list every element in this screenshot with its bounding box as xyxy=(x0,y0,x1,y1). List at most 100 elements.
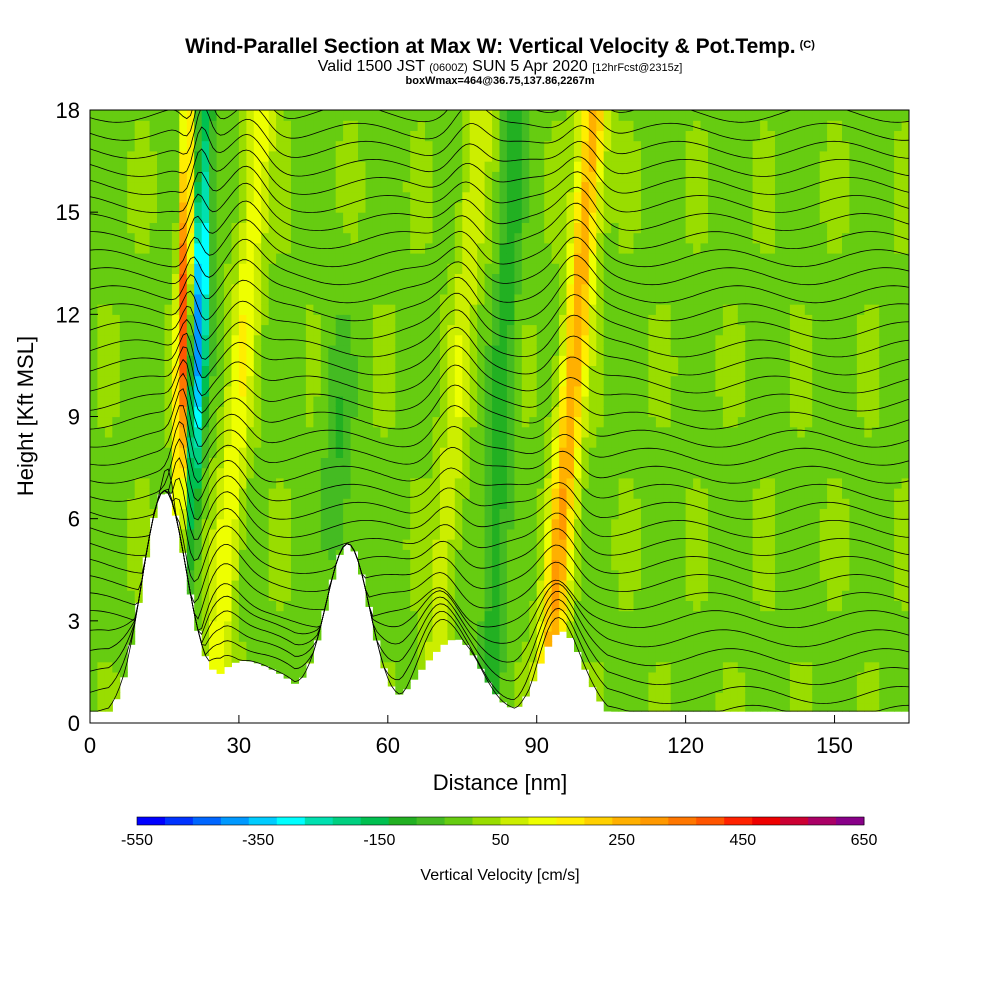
w-cell xyxy=(238,600,247,612)
w-cell xyxy=(142,191,151,203)
w-cell xyxy=(112,396,121,407)
w-cell xyxy=(410,232,419,244)
w-cell xyxy=(201,488,210,499)
w-cell xyxy=(402,150,411,162)
w-cell xyxy=(276,396,285,407)
w-cell xyxy=(611,600,620,612)
w-cell xyxy=(700,365,709,377)
w-cell xyxy=(499,273,508,285)
w-cell xyxy=(112,334,121,346)
w-cell xyxy=(581,314,590,326)
w-cell xyxy=(380,457,389,469)
w-cell xyxy=(678,559,687,571)
w-cell xyxy=(97,580,106,591)
w-cell xyxy=(648,447,657,458)
w-cell xyxy=(261,345,270,356)
w-cell xyxy=(104,467,113,479)
w-cell xyxy=(477,181,486,193)
w-cell xyxy=(492,498,501,509)
w-cell xyxy=(693,314,702,326)
w-cell xyxy=(454,201,463,213)
w-cell xyxy=(566,130,575,142)
w-cell xyxy=(633,375,642,387)
w-cell xyxy=(104,549,113,561)
w-cell xyxy=(268,508,277,520)
w-cell xyxy=(283,539,292,550)
w-cell xyxy=(700,253,709,264)
w-cell xyxy=(745,539,754,550)
w-cell xyxy=(119,181,128,193)
w-cell xyxy=(633,426,642,438)
w-cell xyxy=(402,375,411,387)
w-cell xyxy=(663,130,672,142)
w-cell xyxy=(536,549,545,561)
w-cell xyxy=(283,600,292,612)
w-cell xyxy=(648,528,657,540)
w-cell xyxy=(201,518,210,530)
w-cell xyxy=(171,130,180,142)
w-cell xyxy=(447,436,456,448)
w-cell xyxy=(432,631,441,642)
w-cell xyxy=(343,436,352,448)
w-cell xyxy=(596,569,605,581)
w-cell xyxy=(626,345,635,356)
w-cell xyxy=(574,324,582,336)
w-cell xyxy=(521,682,530,693)
w-cell xyxy=(641,212,649,223)
w-cell xyxy=(626,488,635,499)
w-cell xyxy=(499,488,508,499)
w-cell xyxy=(767,477,776,489)
w-cell xyxy=(708,150,716,162)
w-cell xyxy=(566,242,575,254)
w-cell xyxy=(596,201,605,213)
w-cell xyxy=(380,324,389,336)
w-cell xyxy=(238,477,247,489)
w-cell xyxy=(253,253,262,264)
w-cell xyxy=(529,212,538,223)
w-cell xyxy=(246,488,255,499)
w-cell xyxy=(261,416,270,428)
w-cell xyxy=(678,600,687,612)
w-cell xyxy=(97,651,106,663)
w-cell xyxy=(641,110,649,121)
w-cell xyxy=(365,539,374,550)
w-cell xyxy=(685,457,694,469)
w-cell xyxy=(142,263,151,274)
w-cell xyxy=(752,457,761,469)
w-cell xyxy=(343,467,352,479)
w-cell xyxy=(708,498,716,509)
w-cell xyxy=(499,436,508,448)
w-cell xyxy=(633,365,642,377)
w-cell xyxy=(626,130,635,142)
w-cell xyxy=(536,477,545,489)
w-cell xyxy=(432,253,441,264)
w-cell xyxy=(633,416,642,428)
w-cell xyxy=(499,130,508,142)
w-cell xyxy=(685,518,694,530)
w-cell xyxy=(246,569,255,581)
w-cell xyxy=(283,528,292,540)
w-cell xyxy=(477,559,486,571)
w-cell xyxy=(708,600,716,612)
w-cell xyxy=(499,365,508,377)
w-cell xyxy=(559,212,568,223)
w-cell xyxy=(380,488,389,499)
w-cell xyxy=(603,334,612,346)
valid-date: SUN 5 Apr 2020 xyxy=(472,58,588,75)
w-cell xyxy=(298,140,307,152)
w-cell xyxy=(268,488,277,499)
w-cell xyxy=(209,559,218,571)
w-cell xyxy=(678,549,687,561)
w-cell xyxy=(596,253,605,264)
w-cell xyxy=(596,508,605,520)
w-cell xyxy=(588,600,597,612)
w-cell xyxy=(291,201,299,213)
w-cell xyxy=(715,682,724,693)
w-cell xyxy=(305,232,314,244)
w-cell xyxy=(551,222,560,234)
w-cell xyxy=(328,222,337,234)
w-cell xyxy=(283,232,292,244)
w-cell xyxy=(670,590,679,601)
w-cell xyxy=(253,161,262,172)
w-cell xyxy=(387,498,396,509)
